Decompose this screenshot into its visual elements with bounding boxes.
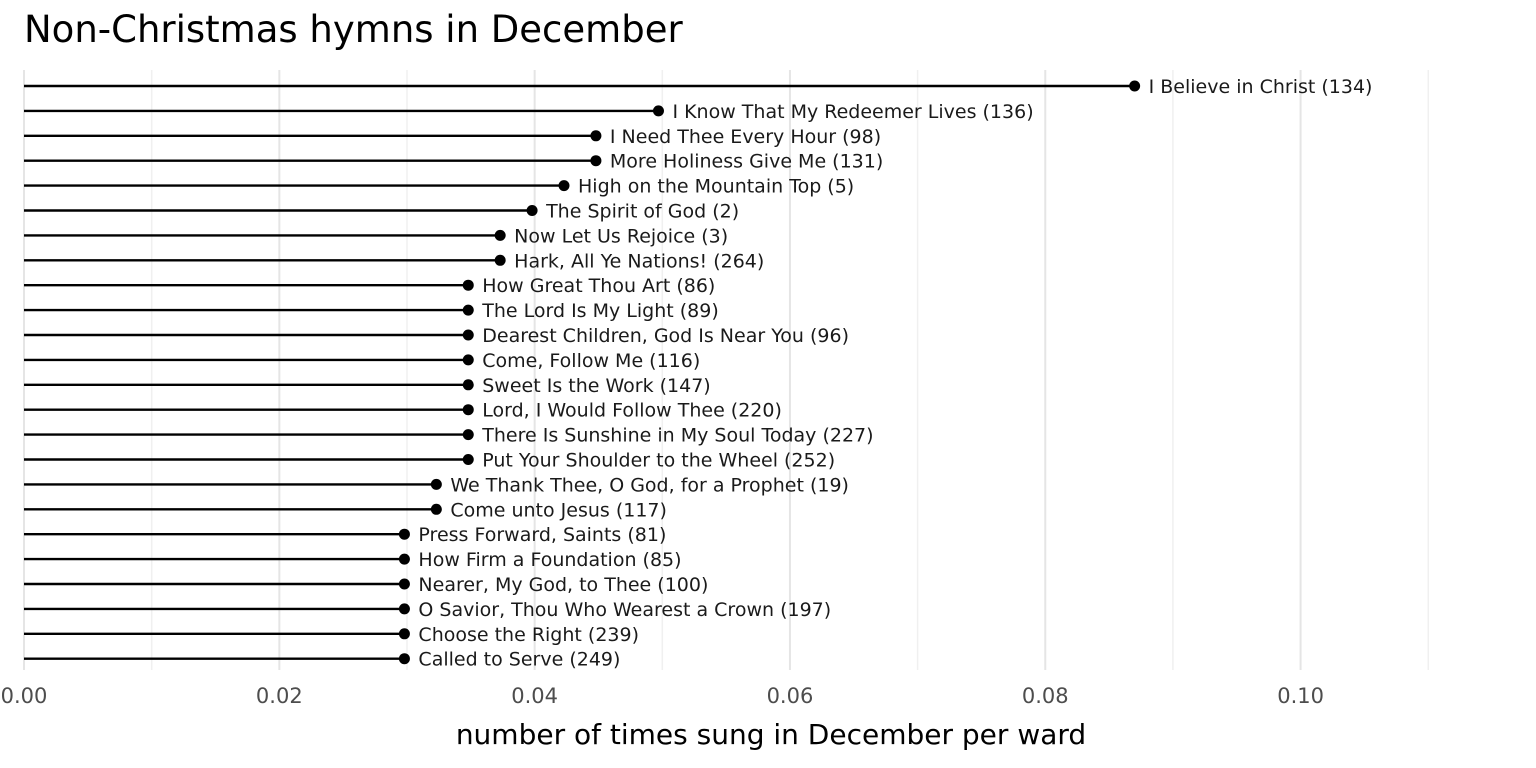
point-label: There Is Sunshine in My Soul Today (227) [481, 425, 873, 447]
lollipop-row: Called to Serve (249) [24, 649, 620, 671]
lollipop-row: Choose the Right (239) [24, 624, 639, 646]
lollipop-point [462, 279, 474, 291]
point-label: We Thank Thee, O God, for a Prophet (19) [450, 474, 849, 496]
point-label: Sweet Is the Work (147) [482, 375, 710, 397]
x-tick-label: 0.06 [767, 684, 814, 708]
point-label: The Lord Is My Light (89) [481, 300, 719, 322]
point-label: Called to Serve (249) [418, 649, 620, 671]
point-label: How Firm a Foundation (85) [418, 549, 681, 571]
lollipop-point [462, 379, 474, 391]
lollipop-row: How Firm a Foundation (85) [24, 549, 682, 571]
lollipop-point [462, 404, 474, 416]
lollipop-point [430, 478, 442, 490]
lollipop-row: I Need Thee Every Hour (98) [24, 126, 881, 148]
lollipop-row: Hark, All Ye Nations! (264) [24, 250, 764, 272]
lollipop-row: Press Forward, Saints (81) [24, 524, 666, 546]
lollipop-point [558, 180, 570, 192]
lollipop-point [462, 329, 474, 341]
point-label: Lord, I Would Follow Thee (220) [482, 400, 782, 422]
grid-layer [23, 70, 1430, 670]
lollipop-row: O Savior, Thou Who Wearest a Crown (197) [24, 599, 831, 621]
point-label: I Believe in Christ (134) [1149, 76, 1373, 98]
lollipop-point [398, 628, 410, 640]
lollipop-row: Nearer, My God, to Thee (100) [24, 574, 708, 596]
lollipop-row: Put Your Shoulder to the Wheel (252) [24, 450, 835, 472]
lollipop-point [590, 130, 602, 142]
x-tick-label: 0.10 [1277, 684, 1324, 708]
x-axis-title: number of times sung in December per war… [456, 718, 1086, 751]
point-label: Choose the Right (239) [418, 624, 639, 646]
lollipop-row: Now Let Us Rejoice (3) [24, 225, 728, 247]
lollipop-point [398, 603, 410, 615]
x-axis: 0.00 0.02 0.04 0.06 0.08 0.10 [1, 684, 1324, 708]
point-label: How Great Thou Art (86) [482, 275, 715, 297]
x-tick-label: 0.02 [256, 684, 303, 708]
lollipop-marks: I Believe in Christ (134) I Know That My … [24, 76, 1372, 671]
lollipop-point [462, 429, 474, 441]
point-label: The Spirit of God (2) [545, 201, 739, 223]
point-label: I Know That My Redeemer Lives (136) [672, 101, 1033, 123]
lollipop-row: Sweet Is the Work (147) [24, 375, 711, 397]
lollipop-point [398, 528, 410, 540]
lollipop-row: How Great Thou Art (86) [24, 275, 715, 297]
lollipop-point [652, 105, 664, 117]
point-label: Now Let Us Rejoice (3) [514, 225, 728, 247]
point-label: Come unto Jesus (117) [450, 499, 667, 521]
point-label: O Savior, Thou Who Wearest a Crown (197) [418, 599, 831, 621]
lollipop-point [462, 304, 474, 316]
point-label: High on the Mountain Top (5) [578, 176, 854, 198]
lollipop-point [494, 254, 506, 266]
lollipop-row: I Believe in Christ (134) [24, 76, 1372, 98]
point-label: Dearest Children, God Is Near You (96) [482, 325, 849, 347]
point-label: Nearer, My God, to Thee (100) [418, 574, 708, 596]
x-tick-label: 0.08 [1022, 684, 1069, 708]
lollipop-row: The Lord Is My Light (89) [24, 300, 719, 322]
lollipop-point [462, 354, 474, 366]
point-label: Press Forward, Saints (81) [418, 524, 666, 546]
lollipop-point [526, 205, 538, 216]
point-label: Come, Follow Me (116) [482, 350, 700, 372]
lollipop-point [1129, 80, 1141, 92]
lollipop-row: Come unto Jesus (117) [24, 499, 667, 521]
lollipop-row: Come, Follow Me (116) [24, 350, 700, 372]
lollipop-row: Dearest Children, God Is Near You (96) [24, 325, 849, 347]
x-tick-label: 0.04 [511, 684, 558, 708]
lollipop-point [398, 553, 410, 565]
lollipop-point [590, 155, 602, 167]
lollipop-point [398, 578, 410, 590]
lollipop-point [430, 503, 442, 515]
lollipop-point [494, 229, 506, 241]
lollipop-point [462, 454, 474, 465]
lollipop-point [398, 653, 410, 665]
lollipop-row: I Know That My Redeemer Lives (136) [24, 101, 1034, 123]
point-label: I Need Thee Every Hour (98) [610, 126, 881, 148]
chart-title: Non-Christmas hymns in December [24, 8, 683, 51]
lollipop-row: Lord, I Would Follow Thee (220) [24, 400, 782, 422]
point-label: Hark, All Ye Nations! (264) [514, 250, 764, 272]
lollipop-row: The Spirit of God (2) [24, 201, 739, 223]
lollipop-row: There Is Sunshine in My Soul Today (227) [24, 425, 874, 447]
point-label: Put Your Shoulder to the Wheel (252) [482, 450, 835, 472]
lollipop-row: We Thank Thee, O God, for a Prophet (19) [24, 474, 849, 496]
lollipop-row: High on the Mountain Top (5) [24, 176, 854, 198]
x-tick-label: 0.00 [1, 684, 48, 708]
lollipop-row: More Holiness Give Me (131) [24, 151, 883, 173]
point-label: More Holiness Give Me (131) [610, 151, 883, 173]
